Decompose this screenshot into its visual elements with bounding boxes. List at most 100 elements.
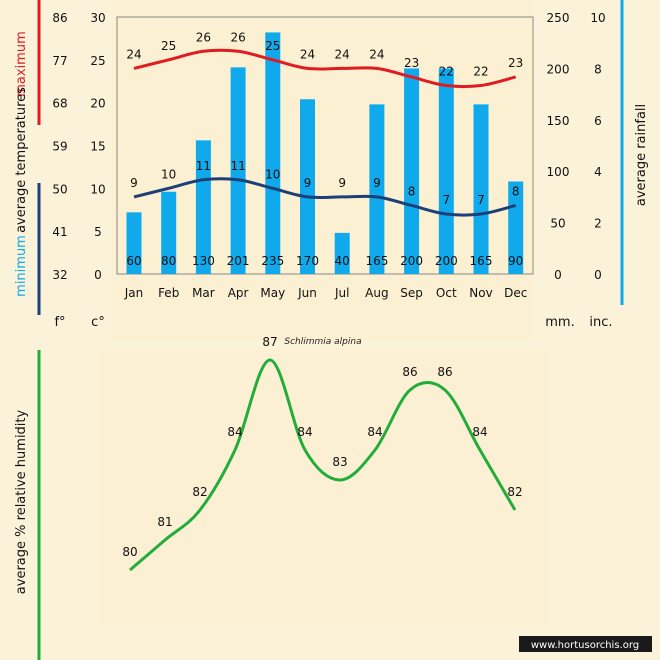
rainfall-label: 40 — [335, 254, 350, 268]
month-tick-label: Oct — [436, 286, 457, 300]
humidity-chart: 80 81 82 84 87 84 83 84 86 86 84 82 — [122, 335, 523, 572]
max-temp-label: 24 — [369, 47, 384, 61]
min-temp-label: 10 — [161, 167, 176, 181]
humidity-label: 86 — [402, 365, 417, 379]
month-tick-label: Feb — [158, 286, 179, 300]
humidity-label: 80 — [122, 545, 137, 559]
watermark[interactable]: www.hortusorchis.org — [531, 640, 639, 651]
rainfall-label: 201 — [227, 254, 250, 268]
month-tick-label: Nov — [469, 286, 492, 300]
month-tick-label: Sep — [400, 286, 423, 300]
month-tick-label: Apr — [228, 286, 249, 300]
rainfall-label: 130 — [192, 254, 215, 268]
rainfall-label: 170 — [296, 254, 319, 268]
min-temp-label: 9 — [130, 176, 138, 190]
humidity-label: 82 — [507, 485, 522, 499]
humidity-label: 84 — [297, 425, 312, 439]
rainfall-label: 60 — [126, 254, 141, 268]
min-temp-label: 7 — [477, 193, 485, 207]
in-tick-label: 6 — [594, 114, 602, 128]
rainfall-bar — [265, 32, 281, 274]
max-temp-line — [133, 48, 517, 89]
month-tick-label: Aug — [365, 286, 388, 300]
humidity-panel — [98, 350, 548, 626]
c-tick-label: 20 — [90, 97, 105, 111]
max-temp-label: 23 — [508, 56, 523, 70]
humidity-label: 81 — [157, 515, 172, 529]
min-temp-label: 11 — [230, 159, 245, 173]
c-tick-label: 10 — [90, 182, 105, 196]
max-temp-label: 23 — [404, 56, 419, 70]
ylabel-average-temperatures: average temperatures — [14, 87, 29, 233]
month-tick-label: Dec — [504, 286, 527, 300]
chart-title: Schlimmia alpina — [284, 337, 361, 347]
f-tick-label: 41 — [52, 225, 67, 239]
min-temp-label: 10 — [265, 167, 280, 181]
humidity-label: 87 — [262, 335, 277, 349]
f-tick-label: 32 — [52, 268, 67, 282]
temperature-lines — [133, 48, 517, 217]
rainfall-bar — [300, 99, 315, 275]
f-tick-label: 50 — [52, 182, 67, 196]
ylabel-rainfall: average rainfall — [634, 104, 649, 206]
c-tick-label: 0 — [94, 268, 102, 282]
rainfall-bar — [508, 181, 524, 274]
in-tick-label: 0 — [594, 268, 602, 282]
max-temp-label: 25 — [265, 39, 280, 53]
in-tick-label: 2 — [594, 217, 602, 231]
humidity-label: 84 — [367, 425, 382, 439]
unit-mm-label: mm. — [545, 315, 574, 330]
rainfall-label: 235 — [261, 254, 284, 268]
mm-tick-label: 200 — [547, 62, 570, 76]
rainfall-bar — [473, 104, 489, 274]
mm-tick-label: 100 — [547, 165, 570, 179]
max-temp-label: 26 — [230, 30, 245, 44]
data-labels: 24 25 26 26 25 24 24 24 23 22 22 23 9 10 11 11 10 9 9 9 8 7 7 8… — [126, 30, 523, 268]
humidity-label: 84 — [472, 425, 487, 439]
c-tick-label: 15 — [90, 140, 105, 154]
rainfall-bar — [195, 140, 211, 274]
month-tick-label: Jan — [124, 286, 144, 300]
humidity-label: 84 — [227, 425, 242, 439]
humidity-line — [129, 358, 517, 572]
unit-f-label: f° — [54, 315, 65, 330]
max-temp-label: 24 — [300, 47, 315, 61]
min-temp-line — [133, 177, 517, 217]
c-tick-label: 5 — [94, 225, 102, 239]
min-temp-label: 8 — [408, 184, 416, 198]
min-temp-label: 8 — [512, 184, 520, 198]
c-tick-label: 25 — [90, 54, 105, 68]
humidity-label: 83 — [332, 455, 347, 469]
f-tick-label: 59 — [52, 140, 67, 154]
rainfall-bar — [161, 191, 177, 274]
unit-in-label: inc. — [589, 315, 612, 330]
min-temp-label: 11 — [196, 159, 211, 173]
mm-tick-label: 50 — [550, 217, 565, 231]
rainfall-bar — [230, 67, 246, 274]
plot-frame — [116, 16, 534, 275]
watermark-box — [519, 636, 652, 652]
f-tick-label: 77 — [52, 54, 67, 68]
unit-c-label: c° — [91, 315, 105, 330]
rainfall-bar — [438, 68, 454, 275]
ylabel-maximum: maximum — [14, 31, 29, 97]
rainfall-bars — [126, 32, 524, 275]
mm-tick-label: 150 — [547, 114, 570, 128]
max-temp-label: 25 — [161, 39, 176, 53]
rainfall-bar — [369, 104, 385, 274]
min-temp-label: 9 — [338, 176, 346, 190]
humidity-label: 82 — [192, 485, 207, 499]
humidity-label: 86 — [437, 365, 452, 379]
ylabel-minimum: minimum — [14, 235, 29, 297]
min-temp-label: 9 — [373, 176, 381, 190]
min-temp-label: 7 — [442, 193, 450, 207]
mm-tick-label: 250 — [547, 11, 570, 25]
in-tick-label: 10 — [590, 11, 605, 25]
month-tick-label: Mar — [192, 286, 215, 300]
max-temp-label: 22 — [473, 65, 488, 79]
in-tick-label: 8 — [594, 62, 602, 76]
f-tick-label: 68 — [52, 97, 67, 111]
month-tick-label: May — [260, 286, 285, 300]
max-temp-label: 24 — [126, 47, 141, 61]
